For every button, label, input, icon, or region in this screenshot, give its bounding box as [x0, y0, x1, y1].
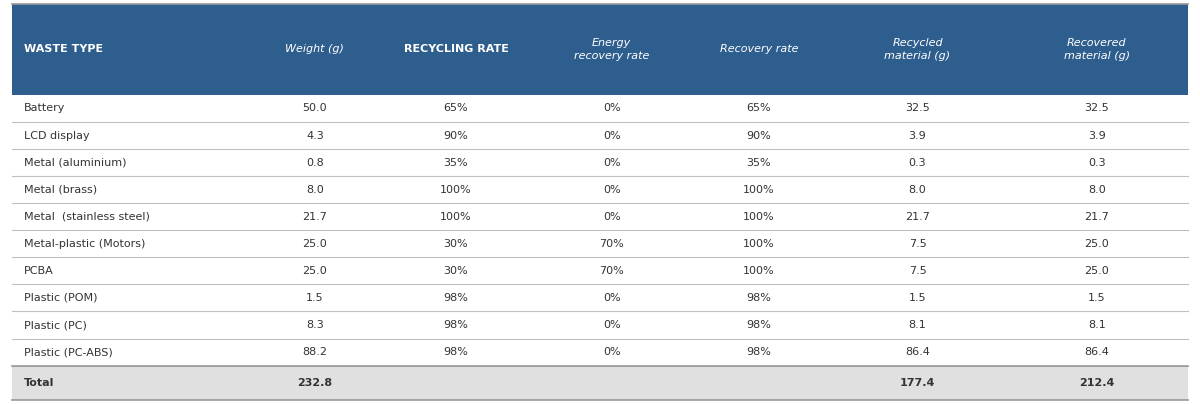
Text: 98%: 98% — [746, 320, 772, 330]
Text: 0%: 0% — [602, 130, 620, 141]
Text: Plastic (PC-ABS): Plastic (PC-ABS) — [24, 347, 113, 357]
Text: 8.1: 8.1 — [1088, 320, 1105, 330]
Text: 100%: 100% — [440, 212, 472, 222]
Bar — [12, 122, 1188, 149]
Text: 35%: 35% — [444, 158, 468, 168]
Text: 86.4: 86.4 — [1085, 347, 1109, 357]
Text: 21.7: 21.7 — [302, 212, 328, 222]
Text: Plastic (POM): Plastic (POM) — [24, 293, 97, 303]
Text: 90%: 90% — [444, 130, 468, 141]
Text: 0.8: 0.8 — [306, 158, 324, 168]
Text: 30%: 30% — [444, 239, 468, 249]
Text: 100%: 100% — [440, 185, 472, 195]
Text: 0.3: 0.3 — [1088, 158, 1105, 168]
Text: 4.3: 4.3 — [306, 130, 324, 141]
Text: 100%: 100% — [743, 266, 774, 276]
Bar — [12, 95, 1188, 122]
Text: 0%: 0% — [602, 320, 620, 330]
Text: Metal-plastic (Motors): Metal-plastic (Motors) — [24, 239, 145, 249]
Text: Plastic (PC): Plastic (PC) — [24, 320, 86, 330]
Text: 21.7: 21.7 — [1085, 212, 1109, 222]
Text: 35%: 35% — [746, 158, 772, 168]
Text: 70%: 70% — [599, 239, 624, 249]
Text: 3.9: 3.9 — [908, 130, 926, 141]
Text: 7.5: 7.5 — [908, 266, 926, 276]
Text: PCBA: PCBA — [24, 266, 54, 276]
Text: 30%: 30% — [444, 266, 468, 276]
Bar — [12, 257, 1188, 284]
Text: 0%: 0% — [602, 158, 620, 168]
Text: Metal (aluminium): Metal (aluminium) — [24, 158, 126, 168]
Text: 1.5: 1.5 — [908, 293, 926, 303]
Text: 65%: 65% — [444, 103, 468, 114]
Text: LCD display: LCD display — [24, 130, 90, 141]
Text: 70%: 70% — [599, 266, 624, 276]
Text: 21.7: 21.7 — [905, 212, 930, 222]
Text: 32.5: 32.5 — [905, 103, 930, 114]
Text: 100%: 100% — [743, 185, 774, 195]
Text: 98%: 98% — [746, 293, 772, 303]
Text: WASTE TYPE: WASTE TYPE — [24, 44, 103, 55]
Text: 8.0: 8.0 — [306, 185, 324, 195]
Text: RECYCLING RATE: RECYCLING RATE — [403, 44, 509, 55]
Text: 177.4: 177.4 — [900, 378, 935, 388]
Text: 98%: 98% — [444, 293, 468, 303]
Text: 0%: 0% — [602, 185, 620, 195]
Text: Metal  (stainless steel): Metal (stainless steel) — [24, 212, 150, 222]
Text: Recovered
material (g): Recovered material (g) — [1063, 38, 1130, 61]
Text: 25.0: 25.0 — [302, 239, 328, 249]
Text: Metal (brass): Metal (brass) — [24, 185, 97, 195]
Text: 0%: 0% — [602, 293, 620, 303]
Text: 90%: 90% — [746, 130, 772, 141]
Text: 0%: 0% — [602, 212, 620, 222]
Text: 32.5: 32.5 — [1085, 103, 1109, 114]
Text: 1.5: 1.5 — [1088, 293, 1105, 303]
Text: Energy
recovery rate: Energy recovery rate — [574, 38, 649, 61]
Text: Weight (g): Weight (g) — [286, 44, 344, 55]
Bar — [12, 230, 1188, 257]
Text: 0.3: 0.3 — [908, 158, 926, 168]
Text: 8.0: 8.0 — [1088, 185, 1105, 195]
Bar — [12, 284, 1188, 311]
Bar — [12, 176, 1188, 203]
Text: 65%: 65% — [746, 103, 772, 114]
Text: 232.8: 232.8 — [298, 378, 332, 388]
Text: 7.5: 7.5 — [908, 239, 926, 249]
Text: 25.0: 25.0 — [302, 266, 328, 276]
Text: 1.5: 1.5 — [306, 293, 324, 303]
Text: Battery: Battery — [24, 103, 65, 114]
Bar — [12, 339, 1188, 366]
Text: 98%: 98% — [444, 347, 468, 357]
Text: 8.3: 8.3 — [306, 320, 324, 330]
Text: 100%: 100% — [743, 239, 774, 249]
Text: Total: Total — [24, 378, 54, 388]
Bar — [12, 4, 1188, 95]
Text: 8.1: 8.1 — [908, 320, 926, 330]
Text: 3.9: 3.9 — [1088, 130, 1105, 141]
Bar — [12, 203, 1188, 230]
Text: 88.2: 88.2 — [302, 347, 328, 357]
Bar — [12, 366, 1188, 400]
Text: 50.0: 50.0 — [302, 103, 328, 114]
Text: 0%: 0% — [602, 103, 620, 114]
Text: 100%: 100% — [743, 212, 774, 222]
Bar — [12, 149, 1188, 176]
Text: 86.4: 86.4 — [905, 347, 930, 357]
Text: 25.0: 25.0 — [1085, 266, 1109, 276]
Bar — [12, 311, 1188, 339]
Text: 25.0: 25.0 — [1085, 239, 1109, 249]
Text: 98%: 98% — [746, 347, 772, 357]
Text: 0%: 0% — [602, 347, 620, 357]
Text: 8.0: 8.0 — [908, 185, 926, 195]
Text: Recycled
material (g): Recycled material (g) — [884, 38, 950, 61]
Text: 98%: 98% — [444, 320, 468, 330]
Text: Recovery rate: Recovery rate — [720, 44, 798, 55]
Text: 212.4: 212.4 — [1079, 378, 1115, 388]
